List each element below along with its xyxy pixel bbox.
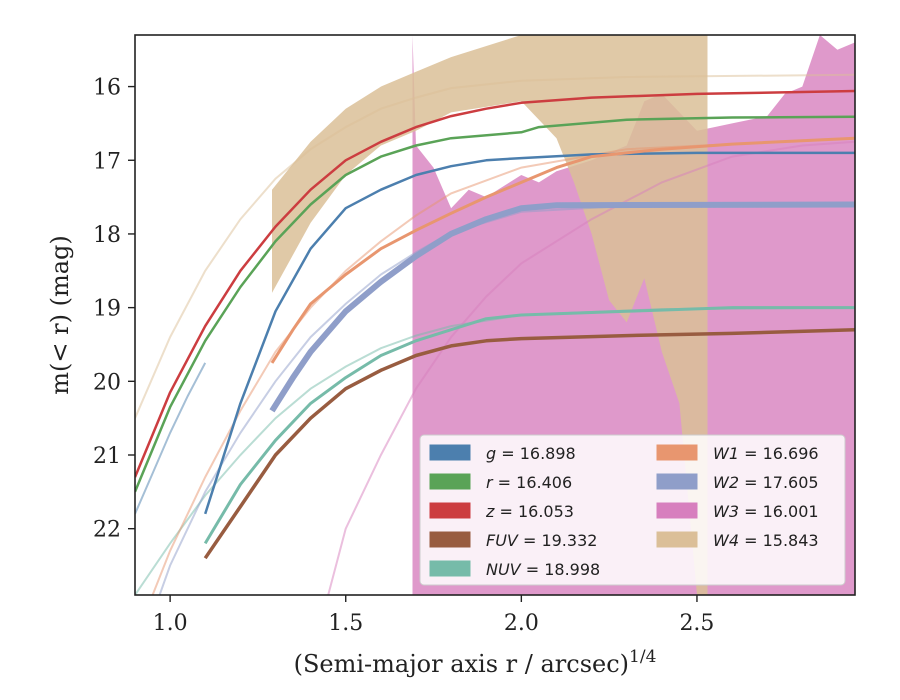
y-tick-label: 21 — [93, 444, 121, 469]
legend-swatch — [656, 502, 698, 519]
series-w1 — [270, 136, 855, 364]
series-nuv — [203, 306, 855, 545]
x-tick-label: 1.0 — [153, 611, 188, 636]
legend-label: W1 = 16.696 — [713, 444, 819, 463]
legend-item-w3: W3 = 16.001 — [656, 502, 819, 521]
y-tick-label: 22 — [93, 518, 121, 543]
legend-label: z = 16.053 — [485, 502, 574, 521]
model-w2 — [158, 203, 855, 595]
legend-label: W4 = 15.843 — [713, 531, 819, 550]
legend-item-w4: W4 = 15.843 — [656, 531, 819, 550]
series-fuv — [203, 327, 855, 560]
model-w3 — [327, 140, 855, 595]
legend-item-z: z = 16.053 — [429, 502, 574, 521]
legend-item-r: r = 16.406 — [429, 473, 572, 492]
legend-swatch — [656, 444, 698, 461]
y-tick-label: 20 — [93, 370, 121, 395]
legend-swatch — [656, 531, 698, 548]
legend: g = 16.898 r = 16.406 z = 16.053 FUV = 19.3… — [419, 434, 846, 586]
model-w4 — [135, 73, 855, 419]
data-curves — [135, 89, 855, 560]
legend-item-g: g = 16.898 — [429, 444, 576, 463]
x-axis-label: (Semi-major axis r / arcsec)1/4 — [294, 647, 657, 678]
legend-swatch — [429, 502, 471, 519]
series-r — [135, 115, 855, 493]
x-tick-label: 2.5 — [679, 611, 714, 636]
y-tick-label: 17 — [93, 149, 121, 174]
model-curves — [135, 73, 855, 595]
legend-item-w2: W2 = 17.605 — [656, 473, 819, 492]
legend-label: NUV = 18.998 — [486, 560, 600, 579]
x-axis-ticks: 1.0 1.5 2.0 2.5 — [153, 595, 714, 636]
band-w4 — [272, 35, 708, 595]
y-axis-label: m(< r) (mag) — [46, 235, 74, 394]
legend-swatch — [429, 473, 471, 490]
legend-label: FUV = 19.332 — [486, 531, 597, 550]
series-g — [204, 151, 855, 515]
series-w2 — [269, 201, 855, 413]
legend-swatch — [656, 473, 698, 490]
legend-swatch — [429, 444, 471, 461]
legend-box — [419, 434, 846, 586]
y-tick-label: 19 — [93, 297, 121, 322]
legend-label: W3 = 16.001 — [713, 502, 819, 521]
legend-item-w1: W1 = 16.696 — [656, 444, 819, 463]
y-tick-label: 16 — [93, 76, 121, 101]
legend-label: W2 = 17.605 — [713, 473, 819, 492]
legend-item-nuv: NUV = 18.998 — [429, 560, 600, 579]
legend-swatch — [429, 531, 471, 548]
legend-label: r = 16.406 — [486, 473, 572, 492]
series-z — [135, 89, 855, 478]
x-tick-label: 1.5 — [328, 611, 363, 636]
model-w1 — [151, 137, 855, 595]
legend-label: g = 16.898 — [486, 444, 576, 463]
model-g — [135, 362, 207, 515]
legend-swatch — [429, 560, 471, 577]
y-tick-label: 18 — [93, 223, 121, 248]
legend-item-fuv: FUV = 19.332 — [429, 531, 597, 550]
y-axis-ticks: 16 17 18 19 20 21 22 — [93, 76, 135, 543]
plot-frame — [134, 34, 856, 596]
x-tick-label: 2.0 — [504, 611, 539, 636]
